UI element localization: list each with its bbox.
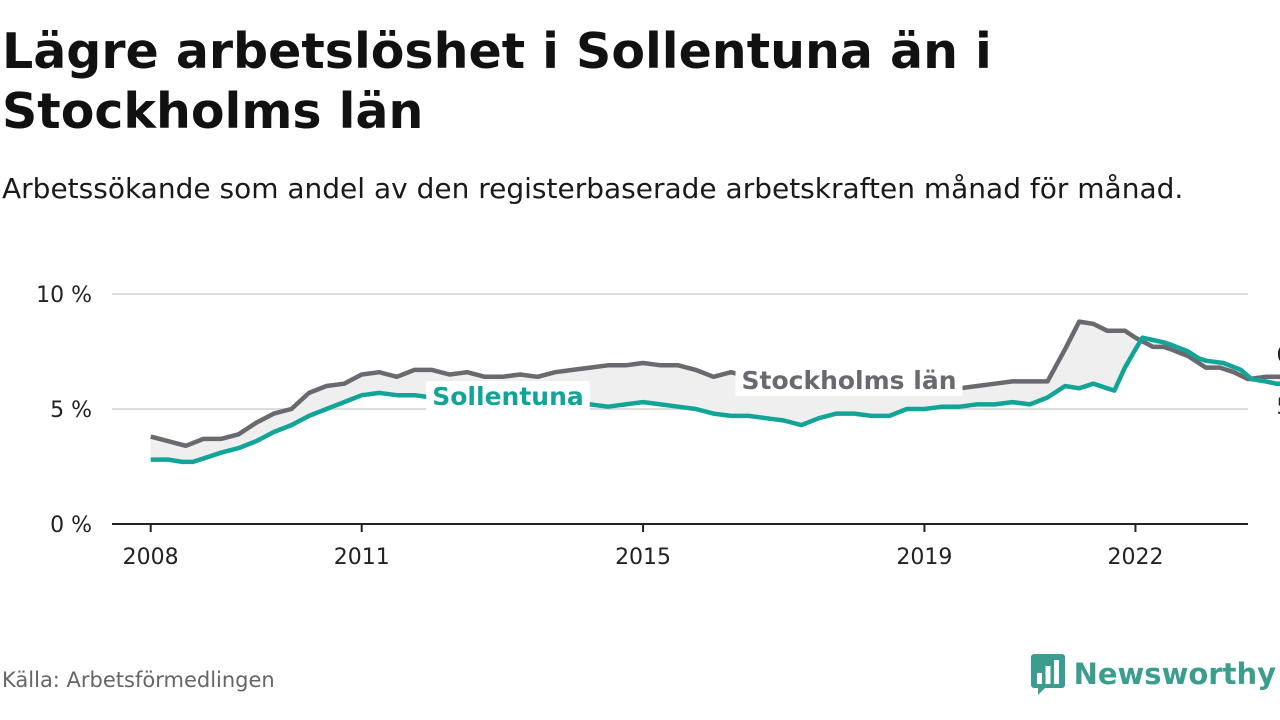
x-tick-label: 2011: [334, 545, 390, 570]
chart-title: Lägre arbetslöshet i Sollentuna än i Sto…: [2, 23, 992, 140]
brand-name: Newsworthy: [1073, 657, 1276, 691]
end-label-stockholms-lan: 6,3 %: [1276, 343, 1280, 368]
axis-layer: 0 % 5 % 10 % 2008 2011 2015 2019 2022: [36, 283, 1248, 570]
y-tick-label: 5 %: [50, 398, 92, 423]
newsworthy-chart-icon: [1030, 654, 1065, 695]
source-note: Källa: Arbetsförmedlingen: [2, 668, 275, 692]
end-label-sollentuna: 5,9 %: [1276, 395, 1280, 420]
series-labels: Stockholms län Sollentuna 6,3 % 5,9 %: [426, 343, 1280, 420]
y-tick-label: 10 %: [36, 283, 92, 308]
line-chart: 0 % 5 % 10 % 2008 2011 2015 2019 2022 Stockholm…: [36, 283, 1280, 570]
series-label-sollentuna: Sollentuna: [432, 382, 584, 411]
x-tick-label: 2019: [896, 545, 952, 570]
x-tick-label: 2008: [123, 545, 179, 570]
series-label-stockholms-lan-background: [735, 365, 963, 396]
y-tick-label: 0 %: [50, 513, 92, 538]
chart-subtitle: Arbetssökande som andel av den registerb…: [2, 172, 1184, 205]
series-line-sollentuna: [150, 335, 1280, 465]
gap-fill-layer: [150, 321, 1280, 462]
x-tick-label: 2022: [1107, 545, 1163, 570]
x-tick-label: 2015: [615, 545, 671, 570]
series-label-stockholms-lan: Stockholms län: [742, 366, 957, 395]
brand-logo: Newsworthy: [1030, 652, 1276, 696]
series-label-sollentuna-background: [426, 381, 590, 412]
gap-area: [150, 321, 1280, 462]
